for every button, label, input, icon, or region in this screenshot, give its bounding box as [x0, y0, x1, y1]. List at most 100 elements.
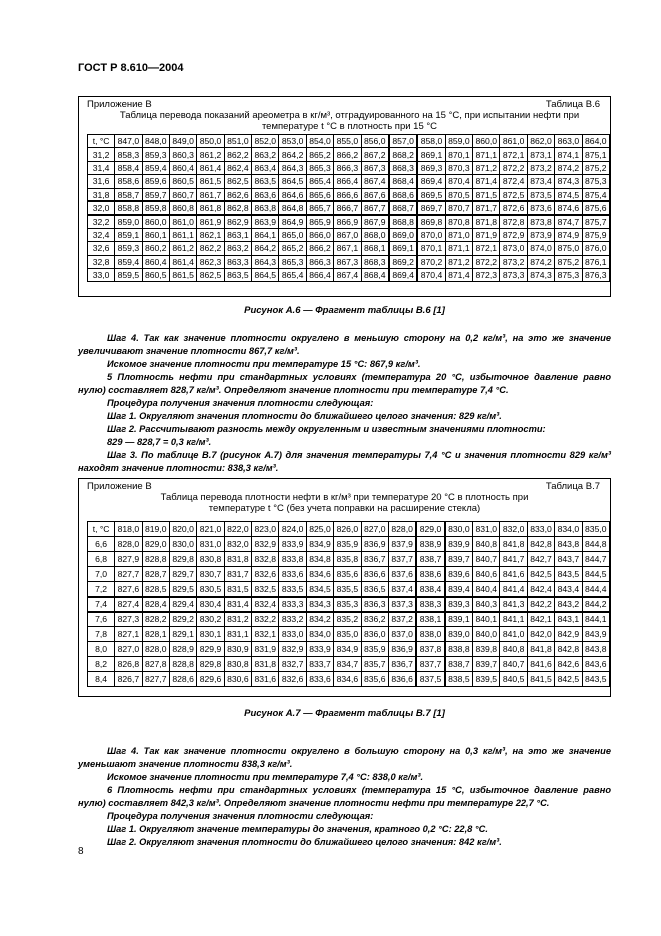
- table-cell: 863,1: [223, 227, 253, 243]
- table-cell: 873,9: [526, 227, 556, 243]
- table-cell: 820,0: [168, 521, 198, 537]
- table-cell: 832,0: [499, 521, 528, 537]
- table-cell: 870,2: [416, 254, 446, 269]
- table-cell: 875,0: [554, 241, 583, 256]
- table-cell: 869,8: [416, 214, 446, 229]
- table-cell: 841,6: [499, 566, 528, 582]
- table-cell: 868,8: [387, 214, 419, 229]
- table-cell: 832,7: [278, 656, 307, 672]
- table-cell: 841,1: [499, 611, 528, 627]
- table-cell: 872,4: [499, 174, 528, 189]
- table-cell: 876,1: [581, 254, 611, 269]
- table-cell: 865,2: [305, 147, 335, 162]
- table-cell: 874,5: [554, 187, 583, 202]
- table-row: t, °С 818,0 819,0 820,0 821,0 822,0 823,0 824,0…: [86, 521, 611, 537]
- table-cell: 841,8: [499, 536, 528, 552]
- table-cell: 830,5: [196, 581, 225, 597]
- table-cell: 830,8: [223, 656, 253, 672]
- table-cell: 859,0: [114, 214, 143, 229]
- table-cell: 840,8: [499, 641, 528, 657]
- table-cell: 834,0: [554, 521, 583, 537]
- table-row: 31,2 858,3 859,3 860,3 861,2 862,2 863,2 864,2 8…: [86, 147, 611, 162]
- table-row: 32,6 859,3 860,2 861,2 862,2 863,2 864,2 865,2 8…: [86, 241, 611, 256]
- table-cell: 866,4: [333, 174, 362, 189]
- table-cell: 841,3: [499, 595, 528, 613]
- table-cell: 863,0: [554, 133, 583, 149]
- table-cell: 862,6: [223, 187, 253, 202]
- table-cell: 872,2: [472, 254, 501, 269]
- table-cell: 867,3: [360, 160, 390, 176]
- table-cell: 868,3: [360, 254, 390, 269]
- table-cell: 859,4: [114, 254, 143, 269]
- row-header: t, °С: [86, 133, 116, 149]
- table-cell: 849,0: [168, 133, 198, 149]
- table-cell: 871,4: [472, 174, 501, 189]
- table-cell: 859,3: [114, 241, 143, 256]
- table-cell: 869,0: [387, 227, 419, 243]
- table-cell: 843,8: [581, 641, 611, 657]
- table-cell: 831,0: [472, 521, 501, 537]
- table-box: Приложение В Таблица В.7 Таблица перевод…: [78, 478, 611, 697]
- table-cell: 872,9: [499, 227, 528, 243]
- table-cell: 829,4: [168, 595, 198, 613]
- table-cell: 867,4: [360, 174, 390, 189]
- table-cell: 831,0: [196, 536, 225, 552]
- row-header: 7,8: [86, 626, 116, 642]
- paragraph: Искомое значение плотности при температу…: [107, 359, 421, 369]
- table-cell: 840,8: [472, 536, 501, 552]
- table-cell: 838,4: [415, 581, 446, 597]
- table-cell: 832,8: [251, 551, 280, 567]
- table-cell: 861,2: [168, 241, 198, 256]
- table-cell: 834,6: [305, 566, 335, 582]
- table-cell: 862,0: [526, 133, 556, 149]
- table-cell: 831,8: [223, 551, 253, 567]
- table-cell: 861,1: [168, 227, 198, 243]
- row-header: 31,2: [86, 147, 116, 162]
- table-cell: 868,2: [387, 147, 419, 162]
- table-cell: 836,7: [387, 656, 417, 672]
- table-cell: 859,6: [141, 174, 170, 189]
- table-cell: 839,8: [472, 641, 501, 657]
- paragraph: Шаг 4. Так как значение плотности округл…: [78, 333, 611, 356]
- row-header: 31,8: [86, 187, 116, 202]
- table-cell: 836,6: [387, 671, 417, 687]
- table-cell: 860,0: [141, 214, 170, 229]
- table-cell: 837,5: [415, 671, 446, 687]
- table-cell: 867,1: [333, 241, 362, 256]
- row-header: 8,2: [86, 656, 116, 672]
- table-cell: 860,3: [168, 147, 198, 162]
- table-cell: 830,1: [196, 626, 225, 642]
- table-cell: 870,3: [444, 160, 474, 176]
- table-cell: 858,7: [114, 187, 143, 202]
- table-cell: 858,3: [114, 147, 143, 162]
- table-cell: 868,0: [360, 227, 390, 243]
- table-row: 8,2 826,8 827,8 828,8 829,8 830,8 831,8 832,7 83…: [86, 656, 611, 672]
- table-cell: 844,4: [581, 581, 611, 597]
- table-cell: 874,2: [526, 254, 556, 269]
- table-cell: 835,7: [360, 656, 389, 672]
- table-cell: 835,0: [581, 521, 611, 537]
- table-cell: 842,5: [554, 671, 583, 687]
- table-cell: 875,2: [581, 160, 611, 176]
- table-cell: 862,5: [223, 174, 253, 189]
- table-cell: 872,6: [499, 200, 528, 216]
- table-cell: 860,1: [141, 227, 170, 243]
- table-cell: 862,3: [196, 254, 225, 269]
- table-cell: 839,6: [444, 566, 474, 582]
- row-header: 7,0: [86, 566, 116, 582]
- paragraph: Искомое значение плотности при температу…: [107, 772, 424, 782]
- row-header: 7,6: [86, 611, 116, 627]
- row-header: 7,4: [86, 595, 116, 613]
- table-cell: 821,0: [196, 521, 225, 537]
- table-cell: 830,7: [196, 566, 225, 582]
- table-cell: 829,7: [168, 566, 198, 582]
- table-cell: 866,4: [305, 267, 335, 283]
- figure-caption: Рисунок А.6 — Фрагмент таблицы В.6 [1]: [244, 305, 445, 316]
- table-cell: 842,0: [526, 626, 556, 642]
- table-cell: 861,4: [168, 254, 198, 269]
- table-cell: 874,7: [554, 214, 583, 229]
- table-cell: 843,4: [554, 581, 583, 597]
- table-row: 32,0 858,8 859,8 860,8 861,8 862,8 863,8 864,8 8…: [86, 200, 611, 216]
- table-cell: 848,0: [141, 133, 170, 149]
- table-cell: 871,8: [472, 214, 501, 229]
